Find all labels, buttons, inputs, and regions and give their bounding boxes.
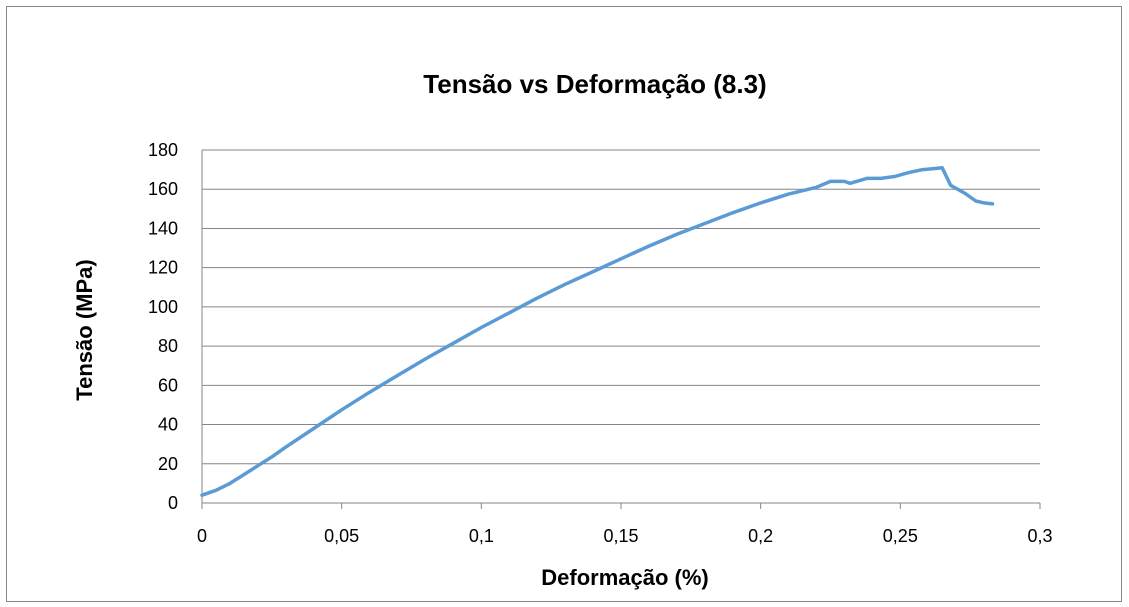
x-tick-label: 0 xyxy=(197,526,207,546)
series-line xyxy=(200,165,995,497)
y-tick-label: 40 xyxy=(158,415,178,435)
y-axis-title: Tensão (MPa) xyxy=(72,259,97,400)
x-tick-label: 0,3 xyxy=(1027,526,1052,546)
y-tick-label: 160 xyxy=(148,179,178,199)
chart-title: Tensão vs Deformação (8.3) xyxy=(423,69,766,99)
axes xyxy=(201,150,1041,509)
y-tick-label: 0 xyxy=(168,493,178,513)
x-tick-label: 0,15 xyxy=(603,526,638,546)
x-tick-label: 0,25 xyxy=(883,526,918,546)
y-tick-label: 180 xyxy=(148,140,178,160)
y-tick-label: 20 xyxy=(158,454,178,474)
gridlines xyxy=(202,149,1040,465)
x-tick-labels: 0 0,05 0,1 0,15 0,2 0,25 0,3 xyxy=(197,526,1053,546)
x-tick-label: 0,05 xyxy=(324,526,359,546)
series-layer xyxy=(200,165,995,497)
y-tick-label: 100 xyxy=(148,297,178,317)
y-tick-labels: 0 20 40 60 80 100 120 140 160 180 xyxy=(148,140,178,513)
y-tick-label: 60 xyxy=(158,375,178,395)
y-tick-label: 80 xyxy=(158,336,178,356)
y-tick-label: 140 xyxy=(148,218,178,238)
x-axis-title: Deformação (%) xyxy=(541,565,708,590)
x-tick-label: 0,2 xyxy=(748,526,773,546)
y-tick-label: 120 xyxy=(148,258,178,278)
x-tick-label: 0,1 xyxy=(469,526,494,546)
